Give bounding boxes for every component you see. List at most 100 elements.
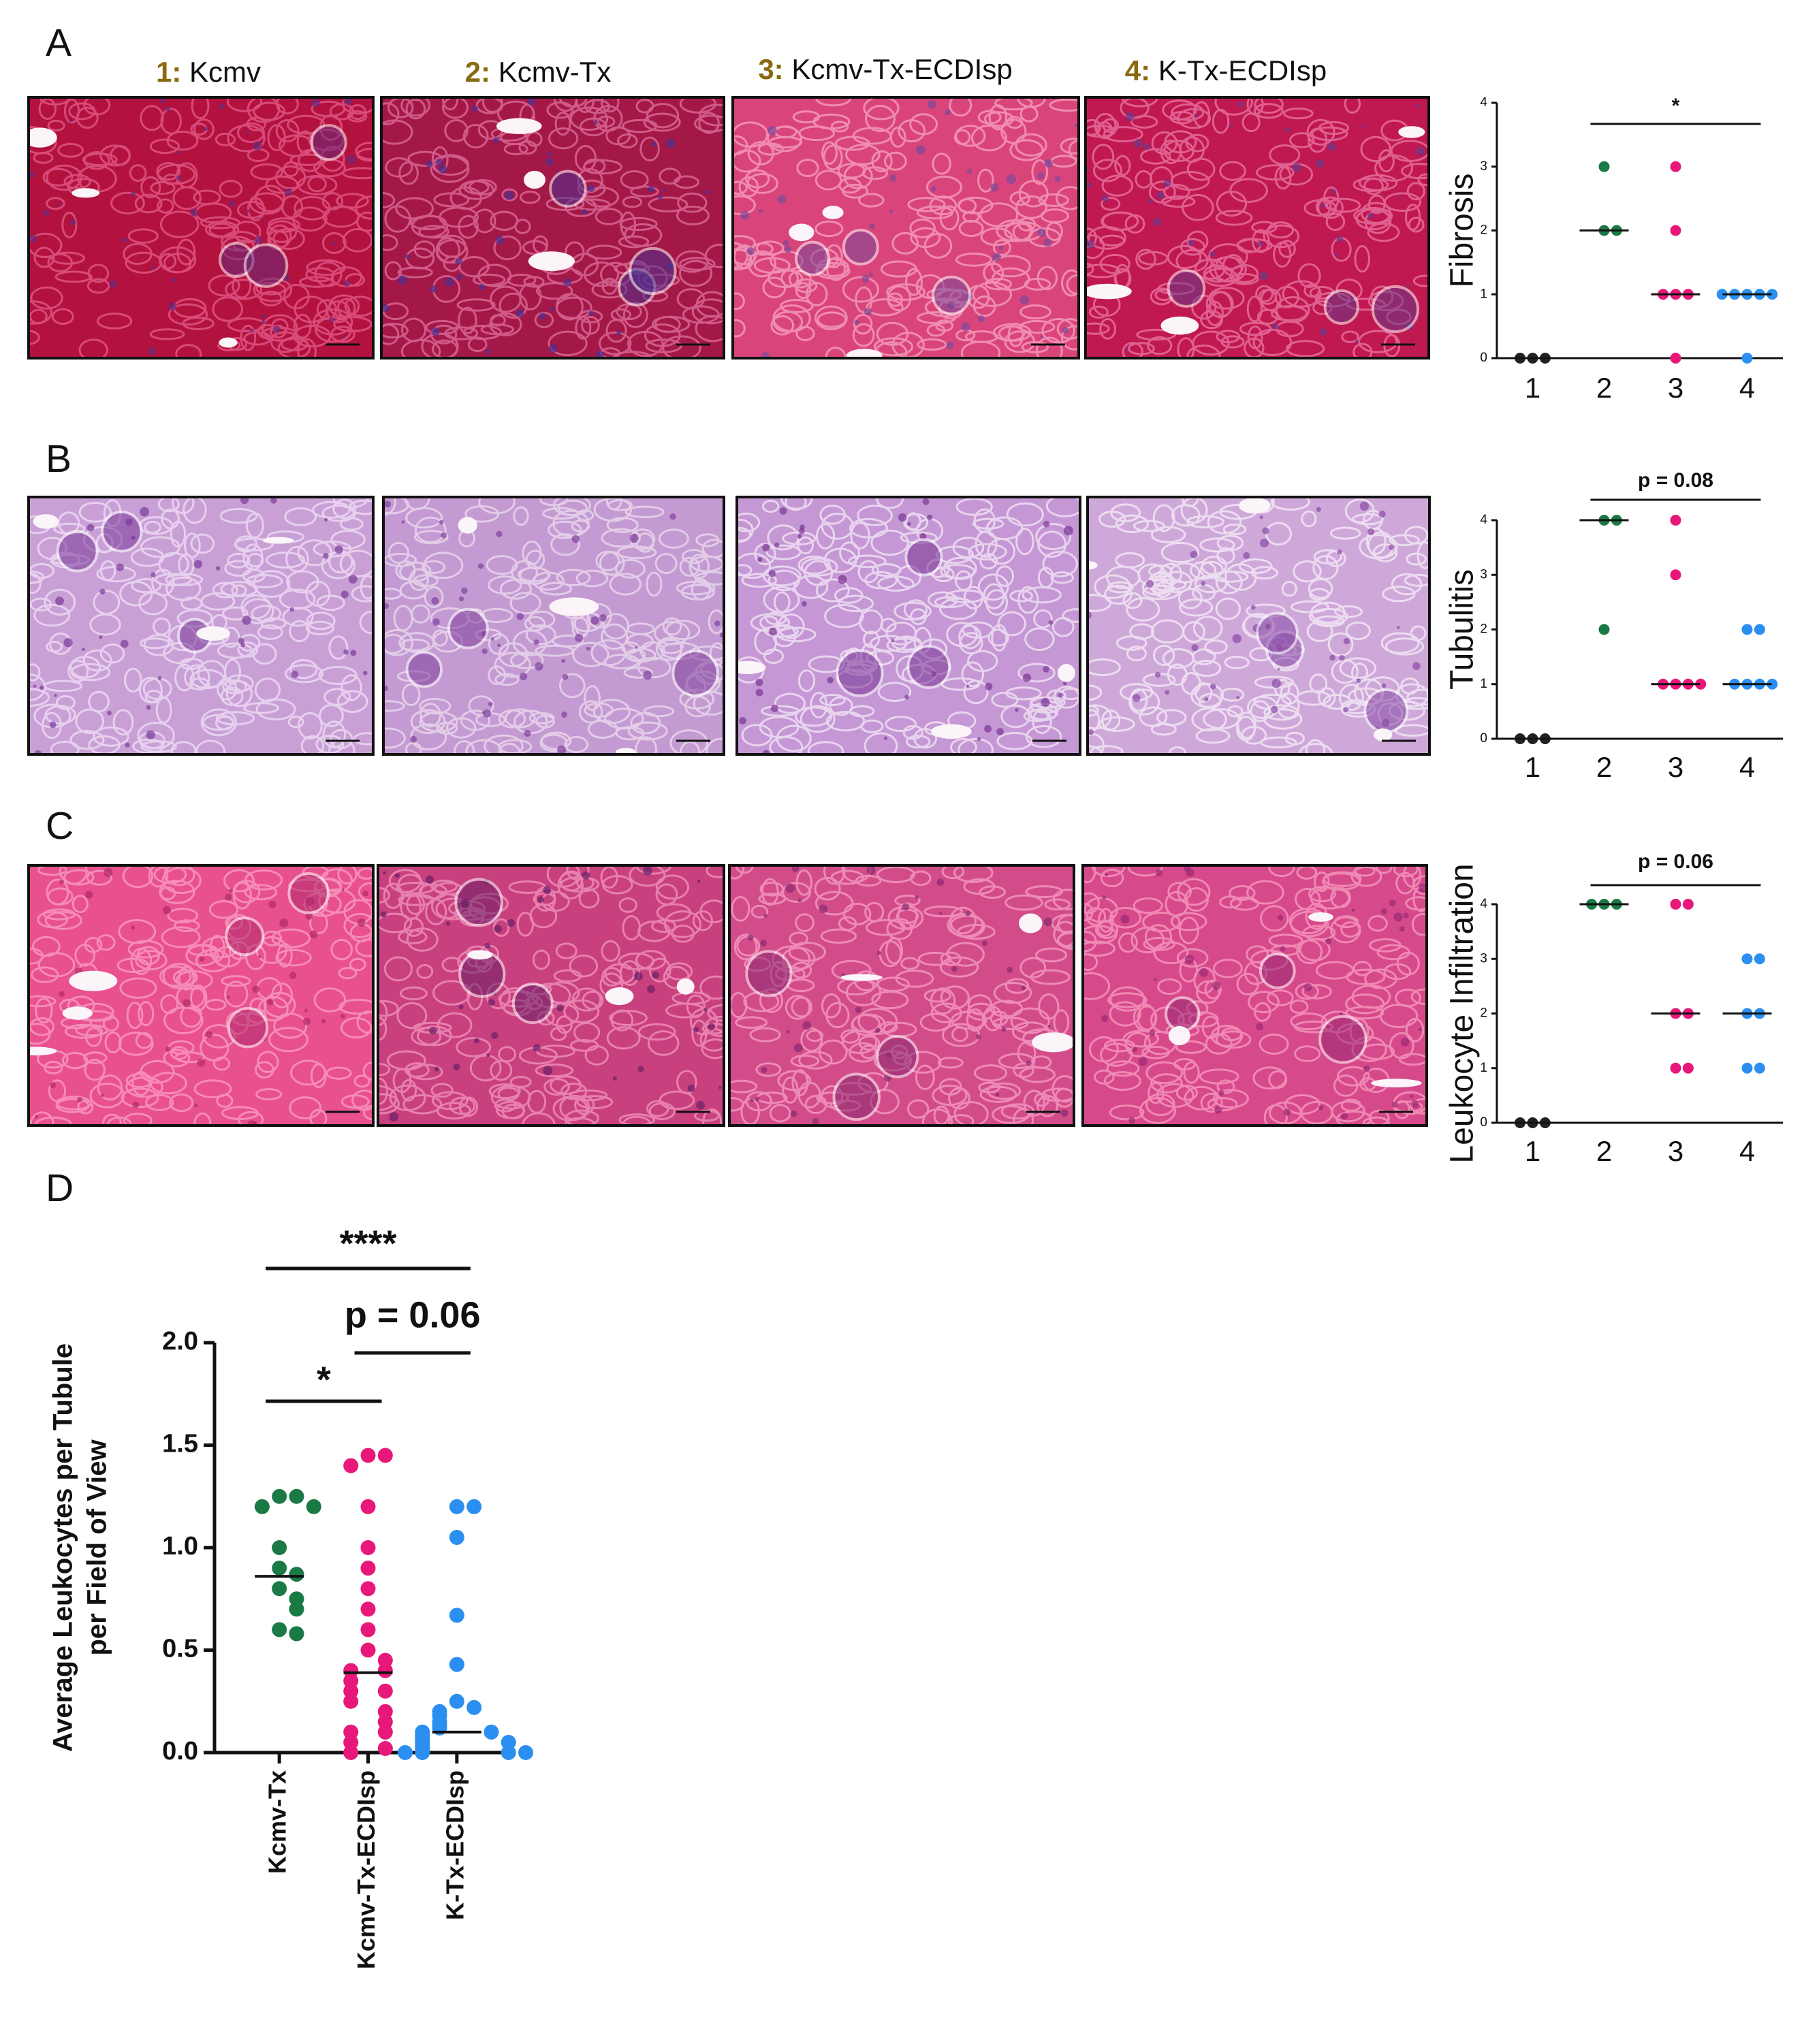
nucleus-cluster <box>431 328 440 336</box>
tubule <box>297 539 332 566</box>
tubule <box>967 543 1007 561</box>
tubule <box>1099 1042 1133 1067</box>
tubule <box>1024 627 1055 652</box>
tubule <box>665 620 701 641</box>
tubule <box>616 545 657 560</box>
nucleus-cluster <box>69 118 73 123</box>
nucleus-cluster <box>401 520 405 524</box>
tubule <box>1200 1092 1223 1113</box>
nucleus-cluster <box>1356 678 1361 684</box>
tubule <box>550 1027 567 1042</box>
glomerulus <box>225 916 265 957</box>
tubule <box>556 569 591 587</box>
tubule <box>1280 682 1299 705</box>
tubule <box>1212 958 1243 978</box>
nucleus-cluster <box>1212 980 1221 990</box>
tubule <box>400 1079 417 1102</box>
tubule <box>864 732 898 754</box>
micrograph-border <box>735 496 1081 756</box>
nucleus-cluster <box>321 1019 326 1023</box>
tubule <box>830 869 865 885</box>
tubule <box>340 1017 373 1039</box>
tubule <box>1259 1033 1289 1055</box>
tubule <box>462 325 503 340</box>
nucleus-cluster <box>902 903 910 911</box>
tubule <box>1345 621 1371 641</box>
data-dot <box>377 1652 393 1668</box>
tubule <box>118 1032 154 1056</box>
tubule <box>699 103 724 127</box>
nucleus-cluster <box>648 185 655 193</box>
nucleus-cluster <box>800 524 805 530</box>
nucleus-cluster <box>389 1112 399 1122</box>
nucleus-cluster <box>1359 501 1370 511</box>
tubule <box>1306 118 1335 146</box>
tubule <box>51 308 74 325</box>
nucleus-cluster <box>33 684 37 688</box>
tubule <box>1258 289 1277 305</box>
nucleus-cluster <box>1043 917 1053 927</box>
tubule <box>977 168 994 193</box>
tubule <box>525 549 545 570</box>
tubule <box>449 1096 476 1115</box>
nucleus-cluster <box>204 126 209 131</box>
tubule <box>1352 177 1389 193</box>
tubule <box>1088 658 1121 677</box>
tubule <box>122 865 154 889</box>
nucleus-cluster <box>868 272 873 277</box>
tubule <box>208 274 240 297</box>
tubule <box>873 337 913 357</box>
tubule <box>123 667 142 693</box>
glomerulus <box>227 1006 269 1049</box>
tubule <box>917 311 957 325</box>
nucleus-cluster <box>1043 666 1049 673</box>
tubule <box>398 161 419 185</box>
glomerulus <box>932 275 972 315</box>
tubule <box>1157 978 1182 995</box>
tubule <box>932 566 955 583</box>
tubule <box>330 530 366 549</box>
tubule <box>704 1015 724 1037</box>
tubule <box>1103 1071 1141 1091</box>
tubule <box>1098 716 1135 732</box>
nucleus-cluster <box>343 97 353 106</box>
nucleus-cluster <box>410 735 417 743</box>
tubule <box>148 865 169 888</box>
data-dot <box>360 1561 376 1576</box>
nucleus-cluster <box>1399 926 1405 932</box>
tubule <box>1145 1061 1184 1085</box>
tubule <box>708 609 724 635</box>
glomerulus <box>287 872 330 914</box>
tubule <box>420 703 441 728</box>
tubule <box>138 676 163 704</box>
tubule <box>938 597 978 620</box>
data-dot <box>1741 1062 1753 1074</box>
nucleus-cluster <box>259 217 263 221</box>
tubule <box>1098 510 1126 528</box>
tubule <box>469 179 497 196</box>
tubule <box>46 641 63 653</box>
nucleus-cluster <box>1201 581 1206 586</box>
nucleus-cluster <box>985 682 993 690</box>
y-tick-label: 1.5 <box>162 1430 198 1458</box>
tubule <box>1314 871 1330 893</box>
tubule <box>1246 296 1263 323</box>
nucleus-cluster <box>795 320 798 324</box>
tubule <box>1035 947 1068 963</box>
tubule <box>662 617 682 636</box>
micrograph-border <box>380 96 725 360</box>
lumen <box>1239 497 1271 514</box>
tubule <box>387 541 410 564</box>
tubule <box>1329 526 1361 540</box>
tubule <box>1018 180 1049 208</box>
data-dot <box>1754 624 1765 635</box>
micrograph-border <box>382 496 725 756</box>
tubule <box>930 987 956 1015</box>
lumen <box>72 188 100 198</box>
tubule <box>222 606 249 621</box>
tubule <box>33 152 54 164</box>
tubule <box>1315 961 1355 980</box>
tubule <box>576 1095 614 1110</box>
tubule <box>919 1012 951 1032</box>
tubule <box>1046 689 1066 704</box>
